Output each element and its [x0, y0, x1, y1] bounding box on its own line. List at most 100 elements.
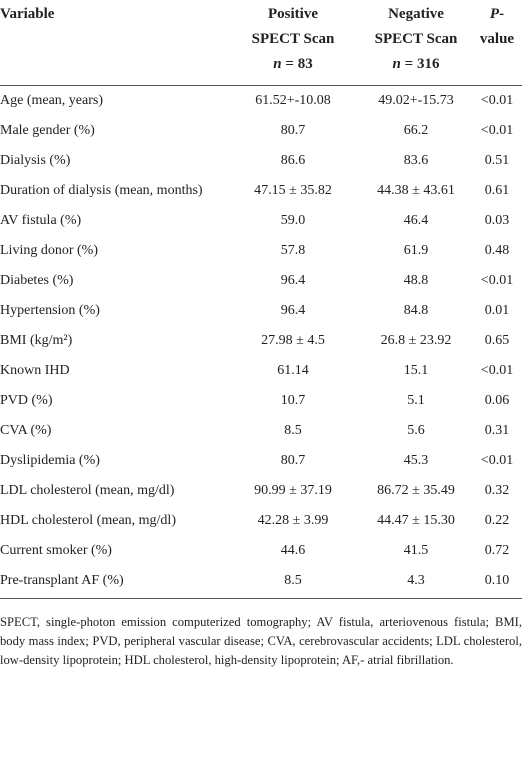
value-cell: 0.72: [484, 543, 510, 558]
variable-cell: Current smoker (%): [0, 543, 112, 558]
variable-cell: AV fistula (%): [0, 213, 82, 228]
value-cell: 0.06: [484, 393, 510, 408]
table-row: Age (mean, years) 61.52+-10.08 49.02+-15.7…: [0, 86, 522, 117]
value-cell: <0.01: [480, 363, 514, 378]
table-row: Hypertension (%) 96.4 84.8 0.01: [0, 296, 522, 326]
value-cell: 0.10: [484, 573, 510, 588]
header-n: n = 83: [273, 56, 313, 72]
value-cell: 48.8: [403, 273, 429, 288]
table-body: Age (mean, years) 61.52+-10.08 49.02+-15.7…: [0, 86, 522, 599]
table-row: AV fistula (%) 59.0 46.4 0.03: [0, 206, 522, 236]
value-cell: 46.4: [403, 213, 429, 228]
value-cell: <0.01: [480, 273, 514, 288]
header-cell: Positive SPECT Scan n = 83: [226, 0, 360, 86]
table-container: Variable Positive SPECT Scan n = 83 Nega…: [0, 0, 522, 667]
table-row: Living donor (%) 57.8 61.9 0.48: [0, 236, 522, 266]
value-cell: 96.4: [280, 273, 306, 288]
table-row: Dyslipidemia (%) 80.7 45.3 <0.01: [0, 446, 522, 476]
value-cell: 27.98 ± 4.5: [261, 333, 325, 348]
variable-cell: HDL cholesterol (mean, mg/dl): [0, 513, 176, 528]
value-cell: 57.8: [280, 243, 306, 258]
value-cell: 15.1: [403, 363, 429, 378]
value-cell: 86.6: [280, 153, 306, 168]
table-row: PVD (%) 10.7 5.1 0.06: [0, 386, 522, 416]
value-cell: 0.65: [484, 333, 510, 348]
value-cell: 61.14: [277, 363, 309, 378]
variable-cell: Pre-transplant AF (%): [0, 573, 124, 588]
value-cell: 42.28 ± 3.99: [257, 513, 329, 528]
value-cell: 0.22: [484, 513, 510, 528]
table-row: Pre-transplant AF (%) 8.5 4.3 0.10: [0, 566, 522, 599]
header-title: Negative: [388, 6, 444, 22]
variable-cell: BMI (kg/m²): [0, 333, 73, 348]
variable-cell: Living donor (%): [0, 243, 98, 258]
value-cell: 0.31: [484, 423, 510, 438]
value-cell: 83.6: [403, 153, 429, 168]
header-cell: Negative SPECT Scan n = 316: [360, 0, 472, 86]
variable-cell: LDL cholesterol (mean, mg/dl): [0, 483, 175, 498]
table-row: Current smoker (%) 44.6 41.5 0.72: [0, 536, 522, 566]
header-cell: P-value: [472, 0, 522, 86]
variable-cell: Diabetes (%): [0, 273, 74, 288]
value-cell: 0.48: [484, 243, 510, 258]
value-cell: 44.47 ± 15.30: [377, 513, 455, 528]
value-cell: 61.9: [403, 243, 429, 258]
variable-cell: Dyslipidemia (%): [0, 453, 100, 468]
variable-cell: Duration of dialysis (mean, months): [0, 183, 203, 198]
table-header: Variable Positive SPECT Scan n = 83 Nega…: [0, 0, 522, 86]
header-title: Variable: [0, 6, 55, 22]
value-cell: 59.0: [280, 213, 306, 228]
value-cell: 44.38 ± 43.61: [377, 183, 455, 198]
table-row: Male gender (%) 80.7 66.2 <0.01: [0, 116, 522, 146]
header-subtitle: SPECT Scan: [374, 31, 458, 47]
value-cell: 4.3: [407, 573, 425, 588]
header-cell: Variable: [0, 0, 226, 86]
header-row: Variable Positive SPECT Scan n = 83 Nega…: [0, 0, 522, 86]
value-cell: 45.3: [403, 453, 429, 468]
value-cell: <0.01: [480, 93, 514, 108]
value-cell: 44.6: [280, 543, 306, 558]
value-cell: 26.8 ± 23.92: [380, 333, 452, 348]
variable-cell: Dialysis (%): [0, 153, 71, 168]
data-table: Variable Positive SPECT Scan n = 83 Nega…: [0, 0, 522, 599]
value-cell: 80.7: [280, 453, 306, 468]
value-cell: <0.01: [480, 453, 514, 468]
variable-cell: CVA (%): [0, 423, 52, 438]
table-row: CVA (%) 8.5 5.6 0.31: [0, 416, 522, 446]
table-row: Diabetes (%) 96.4 48.8 <0.01: [0, 266, 522, 296]
value-cell: 47.15 ± 35.82: [254, 183, 332, 198]
header-title: Positive: [268, 6, 318, 22]
table-row: Duration of dialysis (mean, months) 47.15…: [0, 176, 522, 206]
table-row: HDL cholesterol (mean, mg/dl) 42.28 ± 3.9…: [0, 506, 522, 536]
value-cell: 0.03: [484, 213, 510, 228]
variable-cell: Known IHD: [0, 363, 70, 378]
header-n: n = 316: [392, 56, 440, 72]
value-cell: 41.5: [403, 543, 429, 558]
value-cell: 8.5: [284, 423, 302, 438]
value-cell: 80.7: [280, 123, 306, 138]
value-cell: 86.72 ± 35.49: [377, 483, 455, 498]
variable-cell: PVD (%): [0, 393, 53, 408]
table-row: Dialysis (%) 86.6 83.6 0.51: [0, 146, 522, 176]
value-cell: 96.4: [280, 303, 306, 318]
table-row: LDL cholesterol (mean, mg/dl) 90.99 ± 37.…: [0, 476, 522, 506]
value-cell: 66.2: [403, 123, 429, 138]
variable-cell: Age (mean, years): [0, 93, 104, 108]
table-row: BMI (kg/m²) 27.98 ± 4.5 26.8 ± 23.92 0.65: [0, 326, 522, 356]
value-cell: 0.32: [484, 483, 510, 498]
variable-cell: Hypertension (%): [0, 303, 100, 318]
header-title: P-value: [479, 6, 515, 47]
value-cell: 0.61: [484, 183, 510, 198]
footnote: SPECT, single-photon emission computeriz…: [0, 615, 522, 667]
value-cell: <0.01: [480, 123, 514, 138]
value-cell: 10.7: [280, 393, 306, 408]
value-cell: 5.1: [407, 393, 425, 408]
value-cell: 84.8: [403, 303, 429, 318]
value-cell: 5.6: [407, 423, 425, 438]
value-cell: 90.99 ± 37.19: [254, 483, 332, 498]
header-subtitle: SPECT Scan: [251, 31, 335, 47]
value-cell: 49.02+-15.73: [378, 93, 454, 108]
value-cell: 8.5: [284, 573, 302, 588]
value-cell: 0.01: [484, 303, 510, 318]
